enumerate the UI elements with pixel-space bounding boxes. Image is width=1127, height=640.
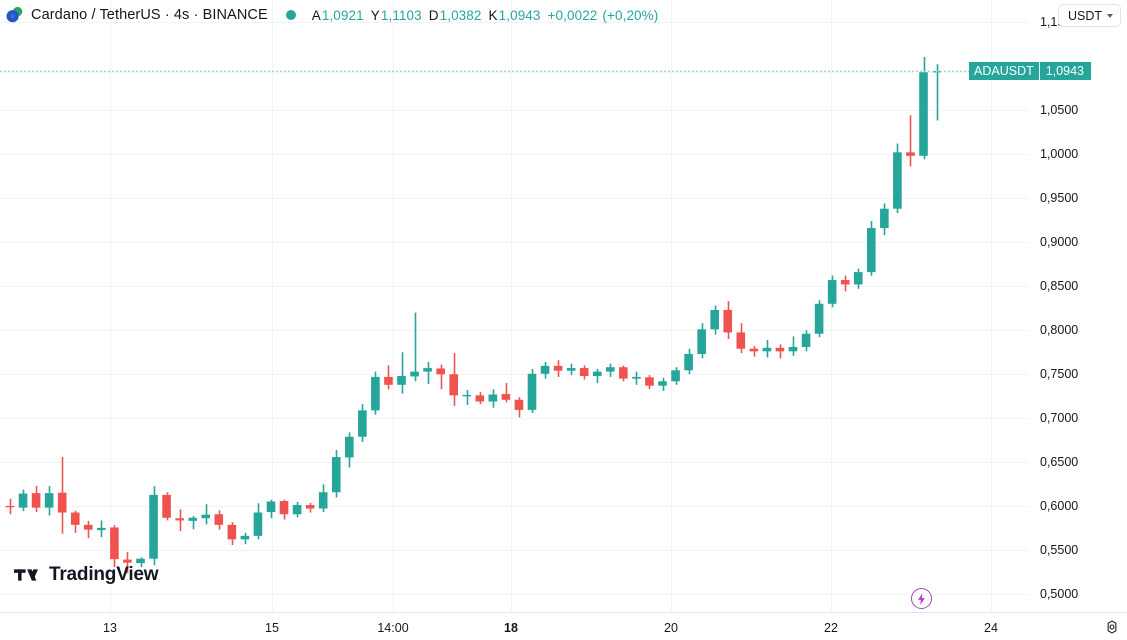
current-price-badge: ADAUSDT 1,0943 [969, 62, 1091, 81]
price-axis-label: 0,7500 [1040, 367, 1079, 382]
time-axis-label: 15 [265, 621, 279, 635]
gear-icon[interactable] [1105, 620, 1119, 634]
time-axis[interactable]: 13 15 14:00 18 20 22 24 [0, 612, 1127, 640]
price-axis-label: 0,6000 [1040, 499, 1079, 514]
chart-gridlines [0, 0, 1029, 612]
price-axis-label: 1,0000 [1040, 147, 1079, 162]
currency-selector-button[interactable]: USDT [1057, 4, 1121, 27]
price-axis-label: 0,6500 [1040, 455, 1079, 470]
price-axis-label: 0,8500 [1040, 279, 1079, 294]
price-axis-label: 1,0500 [1040, 103, 1079, 118]
tradingview-watermark-text: TradingView [49, 564, 159, 585]
lightning-bolt-badge[interactable] [911, 588, 932, 609]
price-axis-label: 0,8000 [1040, 323, 1079, 338]
time-axis-label: 22 [824, 621, 838, 635]
price-axis[interactable]: ADAUSDT 1,0943 1,15001,05001,00000,95000… [969, 0, 1127, 612]
time-axis-label: 14:00 [377, 621, 409, 635]
price-axis-label: 0,9500 [1040, 191, 1079, 206]
price-badge-separator [1038, 62, 1040, 81]
chevron-down-icon [1107, 14, 1113, 18]
tradingview-watermark: TradingView [14, 564, 159, 586]
price-axis-label: 0,5000 [1040, 587, 1079, 602]
candlestick-series [0, 56, 1029, 574]
time-axis-label: 13 [103, 621, 117, 635]
tradingview-logo-icon [14, 569, 38, 581]
price-axis-label: 0,9000 [1040, 235, 1079, 250]
time-axis-label: 20 [664, 621, 678, 635]
time-axis-label: 24 [984, 621, 998, 635]
time-axis-label: 18 [504, 621, 518, 635]
lightning-bolt-icon [918, 592, 925, 605]
price-badge-ticker: ADAUSDT [969, 62, 1039, 81]
price-axis-label: 0,7000 [1040, 411, 1079, 426]
price-badge-value: 1,0943 [1039, 62, 1091, 81]
currency-selector-label: USDT [1067, 8, 1102, 23]
chart-plot-area[interactable] [0, 0, 1029, 612]
price-axis-label: 0,5500 [1040, 543, 1079, 558]
